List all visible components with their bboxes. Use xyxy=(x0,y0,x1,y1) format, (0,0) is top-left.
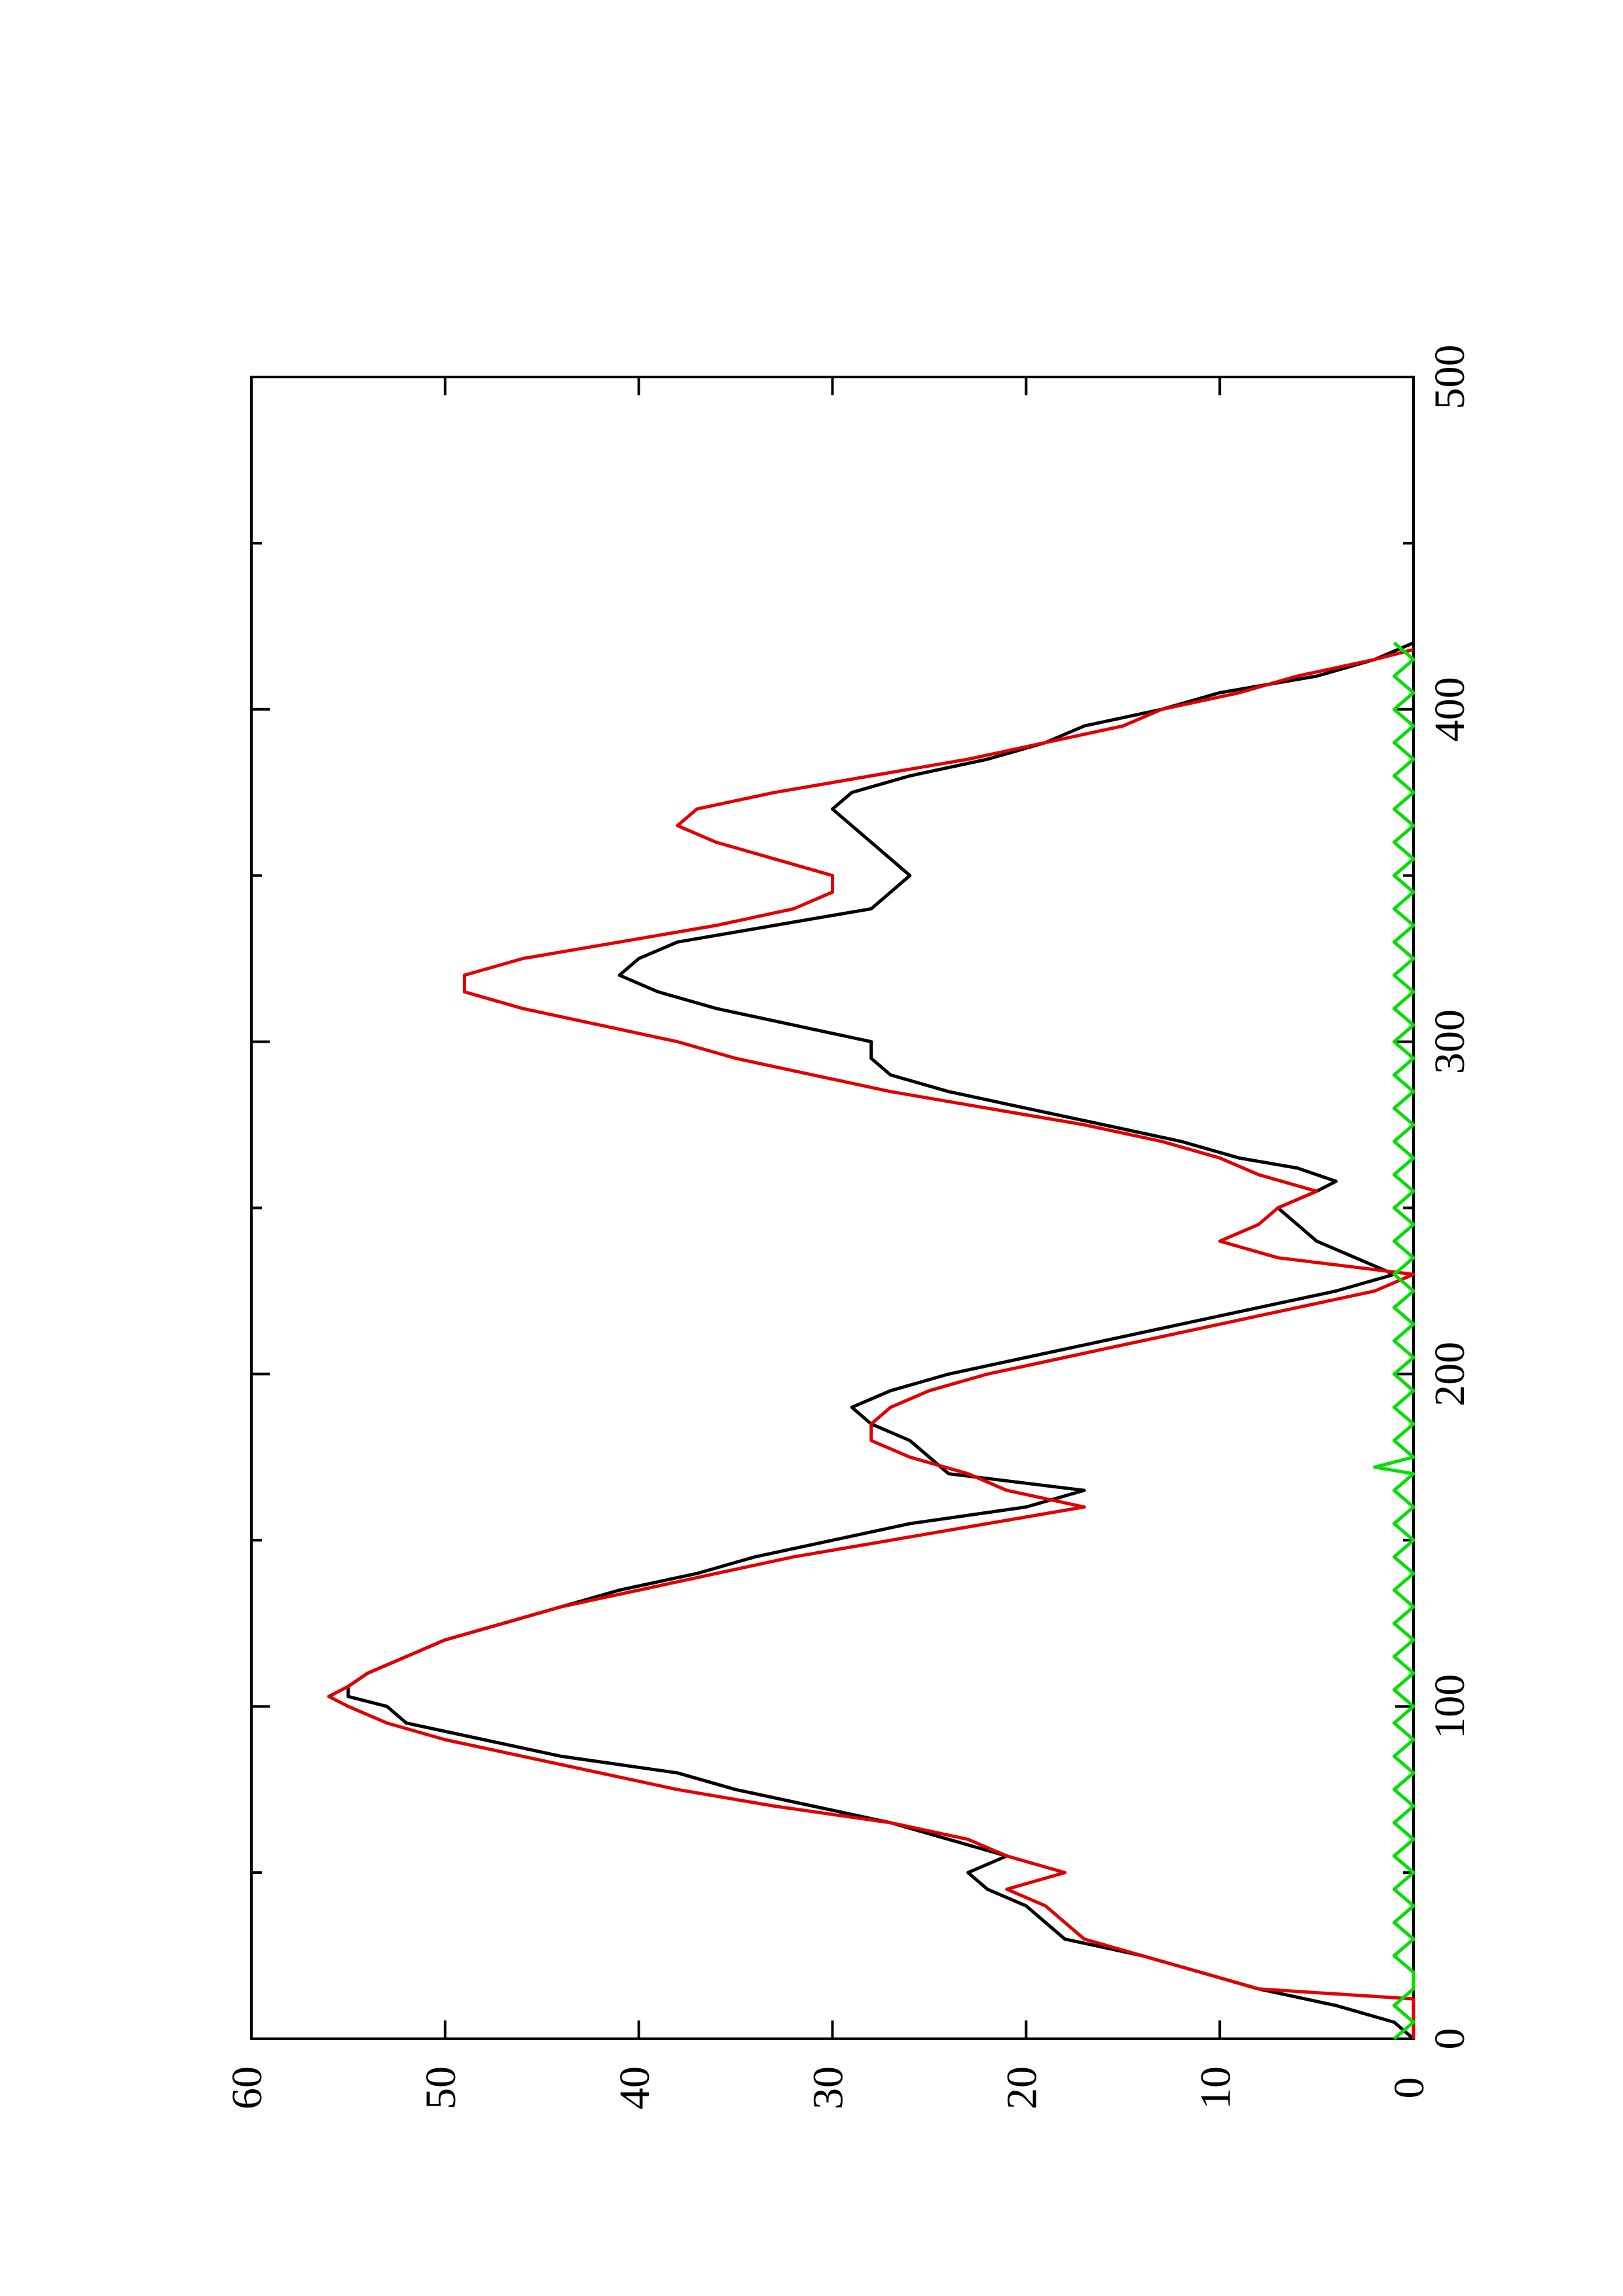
y-tick-label: 30 xyxy=(805,2066,852,2109)
x-tick-label: 200 xyxy=(1426,1342,1474,1407)
tick-labels: 0 100 200 300 400 500 0 10 20 30 40 50 60 xyxy=(223,345,1474,2110)
y-tick-label: 10 xyxy=(1192,2066,1239,2109)
y-tick-label: 0 xyxy=(1385,2077,1433,2099)
series-layer xyxy=(327,641,1415,2040)
y-tick-label: 40 xyxy=(611,2066,659,2109)
x-tick-label: 100 xyxy=(1426,1674,1474,1739)
tick-marks xyxy=(250,376,1415,2040)
series-line-2 xyxy=(327,647,1415,2039)
series-line-1 xyxy=(346,641,1415,2040)
x-tick-label: 400 xyxy=(1426,677,1474,742)
x-tick-label: 500 xyxy=(1426,345,1474,410)
y-tick-label: 20 xyxy=(998,2066,1046,2109)
series-line-3 xyxy=(1373,641,1415,2040)
y-tick-label: 60 xyxy=(223,2066,271,2109)
x-tick-label: 0 xyxy=(1426,2028,1474,2050)
y-tick-label: 50 xyxy=(417,2066,465,2109)
x-tick-label: 300 xyxy=(1426,1009,1474,1074)
plot-frame xyxy=(250,376,1415,2040)
